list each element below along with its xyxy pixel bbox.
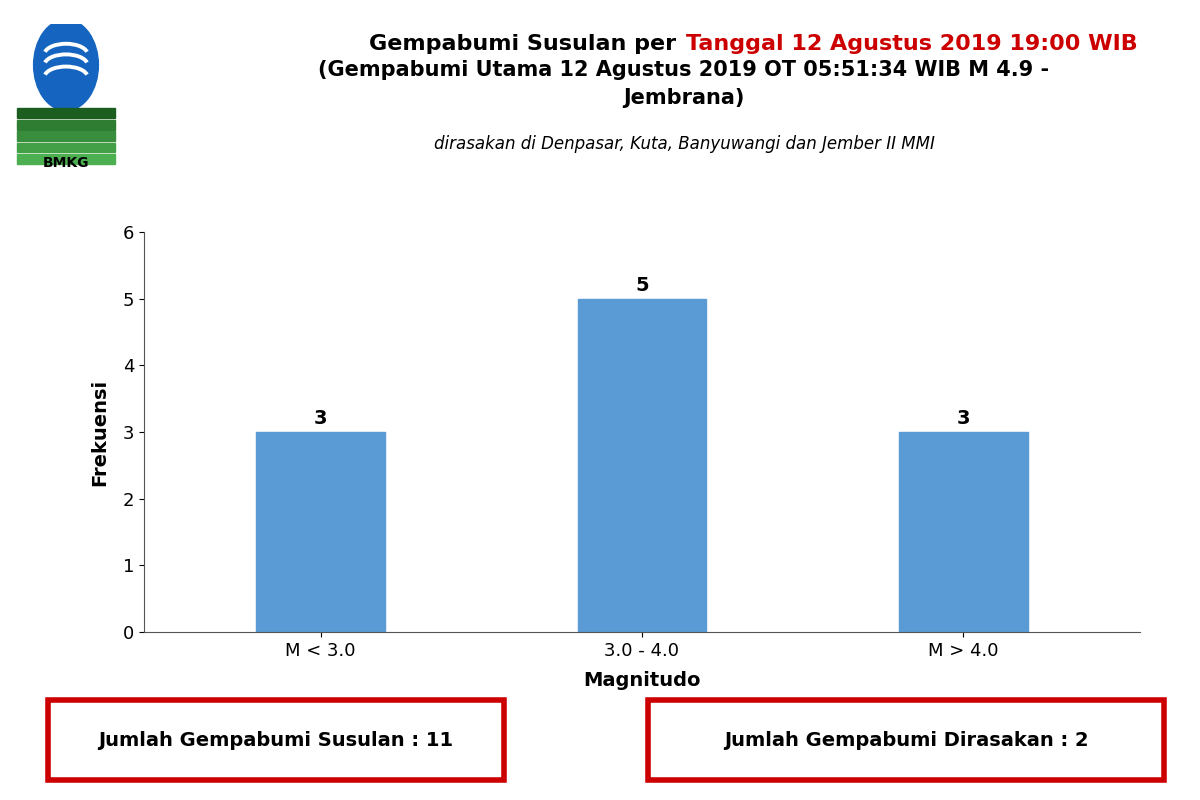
Bar xyxy=(577,298,707,632)
Text: Gempabumi Susulan per: Gempabumi Susulan per xyxy=(370,34,684,54)
Bar xyxy=(17,131,115,141)
FancyBboxPatch shape xyxy=(648,700,1164,780)
Bar xyxy=(17,120,115,130)
Text: dirasakan di Denpasar, Kuta, Banyuwangi dan Jember II MMI: dirasakan di Denpasar, Kuta, Banyuwangi … xyxy=(433,135,935,153)
Text: Jumlah Gempabumi Susulan : 11: Jumlah Gempabumi Susulan : 11 xyxy=(98,730,454,750)
Y-axis label: Frekuensi: Frekuensi xyxy=(90,378,109,486)
Text: Tanggal 12 Agustus 2019 19:00 WIB: Tanggal 12 Agustus 2019 19:00 WIB xyxy=(686,34,1138,54)
Bar xyxy=(17,108,115,118)
Text: 3: 3 xyxy=(314,409,328,428)
Text: (Gempabumi Utama 12 Agustus 2019 OT 05:51:34 WIB M 4.9 -
Jembrana): (Gempabumi Utama 12 Agustus 2019 OT 05:5… xyxy=(318,60,1050,108)
X-axis label: Magnitudo: Magnitudo xyxy=(583,671,701,690)
Text: BMKG: BMKG xyxy=(43,156,89,170)
Bar xyxy=(17,154,115,164)
Bar xyxy=(899,432,1027,632)
Text: Jumlah Gempabumi Dirasakan : 2: Jumlah Gempabumi Dirasakan : 2 xyxy=(724,730,1088,750)
Text: 3: 3 xyxy=(956,409,970,428)
Bar xyxy=(257,432,385,632)
Bar xyxy=(17,142,115,153)
Circle shape xyxy=(34,19,98,110)
FancyBboxPatch shape xyxy=(48,700,504,780)
Text: 5: 5 xyxy=(635,276,649,294)
